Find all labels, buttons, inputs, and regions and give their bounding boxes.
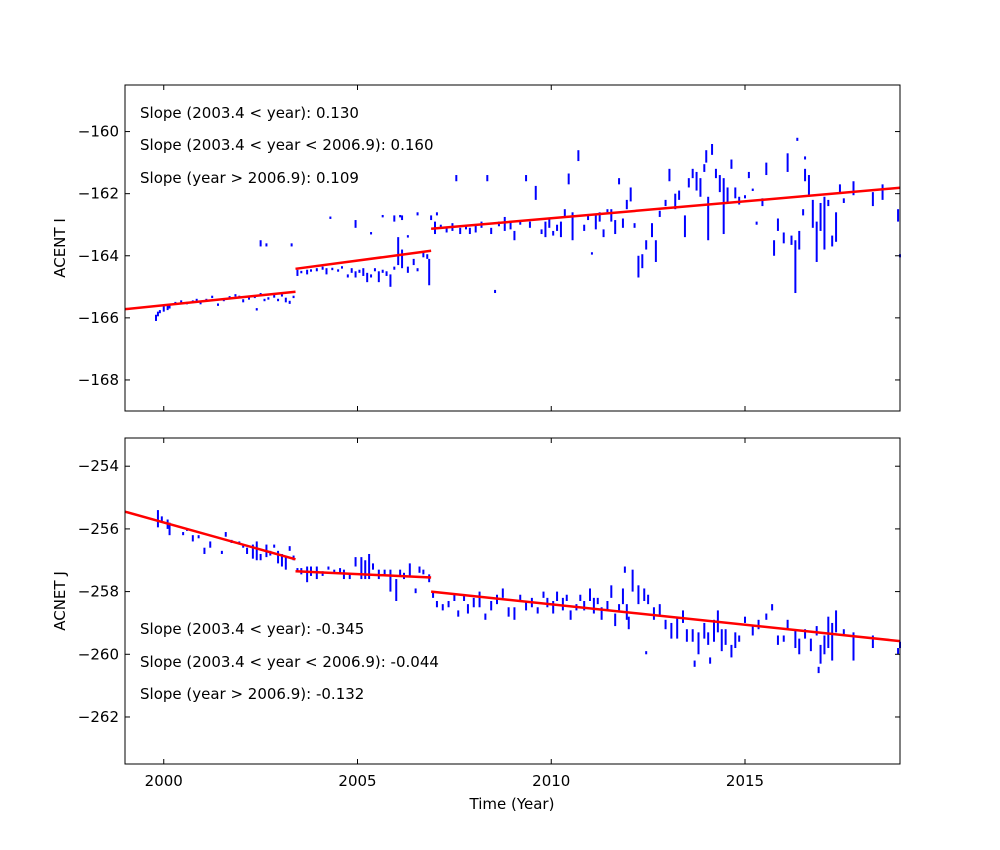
fit-after-2006.9 bbox=[430, 590, 901, 643]
y-tick-label: −258 bbox=[78, 583, 119, 601]
axes-frame bbox=[124, 84, 901, 412]
x-axis-label: Time (Year) bbox=[469, 795, 555, 813]
fit-before-2003.4 bbox=[124, 510, 296, 561]
x-tick-label: 2005 bbox=[338, 772, 376, 790]
fit-lines bbox=[124, 186, 901, 311]
slope-annotation-mid: Slope (2003.4 < year < 2006.9): 0.160 bbox=[140, 136, 434, 154]
y-tick-label: −160 bbox=[78, 123, 119, 141]
fit-2003.4-2006.9 bbox=[295, 569, 432, 579]
y-tick-label: −262 bbox=[78, 708, 119, 726]
panel-acnet-j: 2000 2005 2010 2015 −254 −256 −258 −260 −262 Slo… bbox=[51, 437, 901, 813]
fit-before-2003.4 bbox=[124, 290, 296, 311]
y-tick-label: −260 bbox=[78, 645, 119, 663]
y-tick-label: −162 bbox=[78, 185, 119, 203]
slope-annotation-late: Slope (year > 2006.9): 0.109 bbox=[140, 169, 359, 187]
fit-lines bbox=[124, 510, 901, 643]
data-points bbox=[155, 137, 901, 321]
fit-2003.4-2006.9 bbox=[295, 249, 432, 271]
slope-annotation-mid: Slope (2003.4 < year < 2006.9): -0.044 bbox=[140, 653, 439, 671]
y-tick-label: −254 bbox=[78, 457, 119, 475]
y-tick-label: −166 bbox=[78, 309, 119, 327]
axis-ticks: −160 −162 −164 −166 −168 bbox=[78, 85, 900, 411]
axis-ticks: 2000 2005 2010 2015 −254 −256 −258 −260 −262 bbox=[78, 438, 900, 790]
y-tick-label: −168 bbox=[78, 371, 119, 389]
x-tick-label: 2015 bbox=[726, 772, 764, 790]
y-tick-label: −164 bbox=[78, 247, 119, 265]
panel-acent-i: −160 −162 −164 −166 −168 Slope (2003.4 < yea… bbox=[51, 84, 901, 412]
axes-frame bbox=[124, 437, 901, 765]
x-tick-label: 2000 bbox=[145, 772, 183, 790]
slope-annotation-late: Slope (year > 2006.9): -0.132 bbox=[140, 685, 364, 703]
fit-after-2006.9 bbox=[431, 186, 901, 230]
slope-annotation-all: Slope (2003.4 < year): -0.345 bbox=[140, 620, 364, 638]
y-axis-label: ACENT I bbox=[51, 218, 69, 278]
y-axis-label: ACNET J bbox=[51, 571, 69, 631]
y-tick-label: −256 bbox=[78, 520, 119, 538]
x-tick-label: 2010 bbox=[532, 772, 570, 790]
slope-annotation-all: Slope (2003.4 < year): 0.130 bbox=[140, 104, 359, 122]
